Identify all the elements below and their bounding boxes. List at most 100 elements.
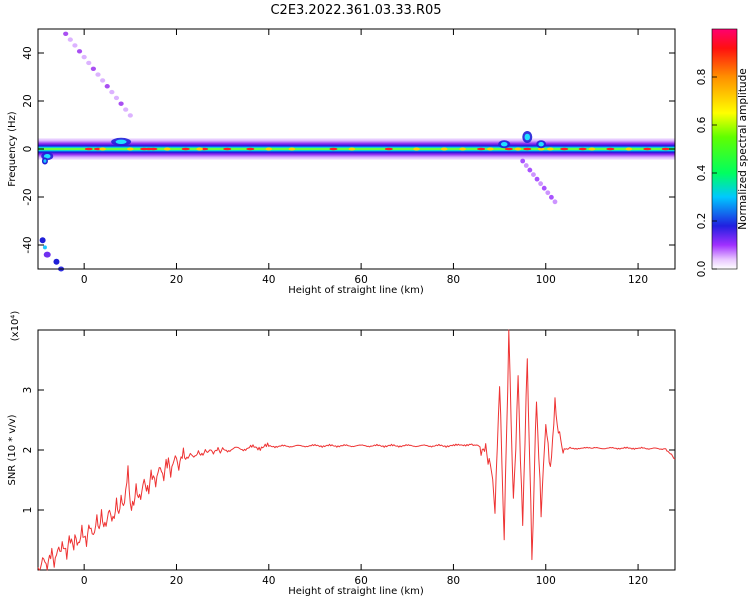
snr-y-axis-label: SNR (10 * v/v) <box>7 414 18 485</box>
heatmap-warm-spot <box>459 147 467 151</box>
heatmap-streak-dot <box>534 176 540 182</box>
snr-x-tick-label: 0 <box>81 575 88 587</box>
colorbar-ticks: 0.0 0.2 0.4 0.6 0.8 <box>696 69 717 278</box>
heatmap-content <box>38 31 675 272</box>
colorbar: 0.0 0.2 0.4 0.6 0.8 Normalized spectral ampl… <box>696 28 749 278</box>
heatmap-warm-spot <box>99 147 107 151</box>
snr-x-tick-label: 60 <box>354 575 367 587</box>
heatmap-blob <box>39 237 46 244</box>
heatmap-y-tick-label: 20 <box>22 94 34 107</box>
heatmap-x-tick-label: 120 <box>628 274 648 286</box>
heatmap-hot-spot <box>560 147 569 151</box>
heatmap-blob-core <box>115 139 127 144</box>
heatmap-streak-dot <box>81 54 87 60</box>
heatmap-streak-dot <box>86 60 92 66</box>
heatmap-streak-dot <box>545 190 551 196</box>
heatmap-streak-dot <box>538 181 544 187</box>
heatmap-y-axis-label: Frequency (Hz) <box>7 111 18 187</box>
heatmap-warm-spot <box>588 147 596 151</box>
heatmap-hot-spot <box>246 147 255 151</box>
heatmap-streak-dot <box>118 101 124 106</box>
heatmap-hot-spot <box>523 147 532 151</box>
heatmap-streak-dot <box>123 107 129 112</box>
heatmap-x-tick-label: 60 <box>354 274 367 286</box>
heatmap-x-tick-label: 0 <box>81 274 88 286</box>
heatmap-hot-spot <box>223 147 232 151</box>
heatmap-streak-dot <box>127 113 133 118</box>
heatmap-hot-spot <box>643 147 652 151</box>
heatmap-blob-core <box>500 142 508 147</box>
heatmap-warm-spot <box>440 147 448 151</box>
chart-title: C2E3.2022.361.03.33.R05 <box>270 3 441 18</box>
snr-x-tick-label: 20 <box>170 575 183 587</box>
heatmap-hot-spot <box>329 147 338 151</box>
heatmap-streak-dot <box>72 43 78 48</box>
heatmap-streak-dot <box>90 66 96 71</box>
heatmap-hot-spot <box>606 147 615 151</box>
heatmap-streak-dot <box>552 199 558 205</box>
heatmap-streak-dot <box>63 31 69 36</box>
heatmap-warm-spot <box>514 147 522 151</box>
colorbar-gradient <box>712 29 737 269</box>
heatmap-streak-dot <box>527 167 533 173</box>
heatmap-y-tick-label: 0 <box>22 146 34 153</box>
heatmap-warm-spot <box>625 147 633 151</box>
heatmap-warm-spot <box>486 147 494 151</box>
snr-plot-area <box>37 329 676 571</box>
heatmap-blob <box>43 251 51 258</box>
heatmap-warm-spot <box>265 147 273 151</box>
heatmap-warm-spot <box>537 147 545 151</box>
snr-x-ticks: 0 20 40 60 80 100 120 <box>81 330 648 587</box>
colorbar-tick-label: 0.4 <box>696 164 708 181</box>
heatmap-hot-spot <box>149 147 158 151</box>
heatmap-warm-spot <box>288 147 296 151</box>
heatmap-blob <box>53 258 60 265</box>
heatmap-streak-dot <box>113 95 120 101</box>
heatmap-y-tick-label: 40 <box>22 46 34 59</box>
heatmap-streak-dot <box>104 84 110 89</box>
heatmap-x-tick-label: 80 <box>447 274 460 286</box>
snr-x-tick-label: 40 <box>262 575 275 587</box>
colorbar-tick-label: 0.2 <box>696 213 708 230</box>
heatmap-blob-core <box>43 154 51 159</box>
snr-y-tick-label: 2 <box>22 447 34 454</box>
heatmap-warm-spot <box>196 147 204 151</box>
heatmap-streak-dot <box>76 49 83 54</box>
heatmap-blob-core <box>43 159 47 163</box>
snr-x-tick-label: 120 <box>628 575 648 587</box>
heatmap-x-tick-label: 100 <box>536 274 556 286</box>
snr-y-scale-note: (x10⁴) <box>10 311 21 342</box>
heatmap-warm-spot <box>126 147 134 151</box>
heatmap-main-band <box>38 138 675 160</box>
heatmap-x-tick-label: 40 <box>262 274 275 286</box>
heatmap-y-ticks: -40 -20 0 20 40 <box>22 46 675 254</box>
heatmap-streak-dot <box>520 158 526 164</box>
heatmap-hot-spot <box>384 147 393 151</box>
heatmap-streak-dot <box>541 185 547 191</box>
snr-series-line <box>37 329 676 571</box>
snr-panel: 0 20 40 60 80 100 120 1 2 3 Height of straight l… <box>7 311 676 597</box>
heatmap-hot-spot <box>84 147 93 151</box>
snr-y-tick-label: 1 <box>22 507 34 514</box>
heatmap-warm-spot <box>413 147 421 151</box>
colorbar-tick-label: 0.6 <box>696 116 708 133</box>
colorbar-frame <box>711 28 738 270</box>
heatmap-hot-spot <box>504 147 513 151</box>
colorbar-tick-label: 0.0 <box>696 261 708 278</box>
heatmap-streak-dot <box>67 37 73 42</box>
snr-y-ticks: 1 2 3 <box>22 387 675 514</box>
heatmap-x-axis-label: Height of straight line (km) <box>288 285 424 296</box>
snr-x-tick-label: 80 <box>447 575 460 587</box>
heatmap-streak-dot <box>100 78 106 83</box>
snr-x-axis-label: Height of straight line (km) <box>288 586 424 597</box>
heatmap-hot-spot <box>181 147 190 151</box>
heatmap-panel: 0 20 40 60 80 100 120 -40 -20 0 20 40 Height of st… <box>7 28 676 296</box>
heatmap-hot-spot <box>661 147 670 151</box>
heatmap-warm-spot <box>348 147 356 151</box>
heatmap-x-ticks: 0 20 40 60 80 100 120 <box>81 29 648 286</box>
colorbar-tick-label: 0.8 <box>696 69 708 86</box>
heatmap-y-tick-label: -20 <box>22 188 34 205</box>
heatmap-warm-spot <box>163 147 171 151</box>
colorbar-label: Normalized spectral amplitude <box>737 68 749 229</box>
